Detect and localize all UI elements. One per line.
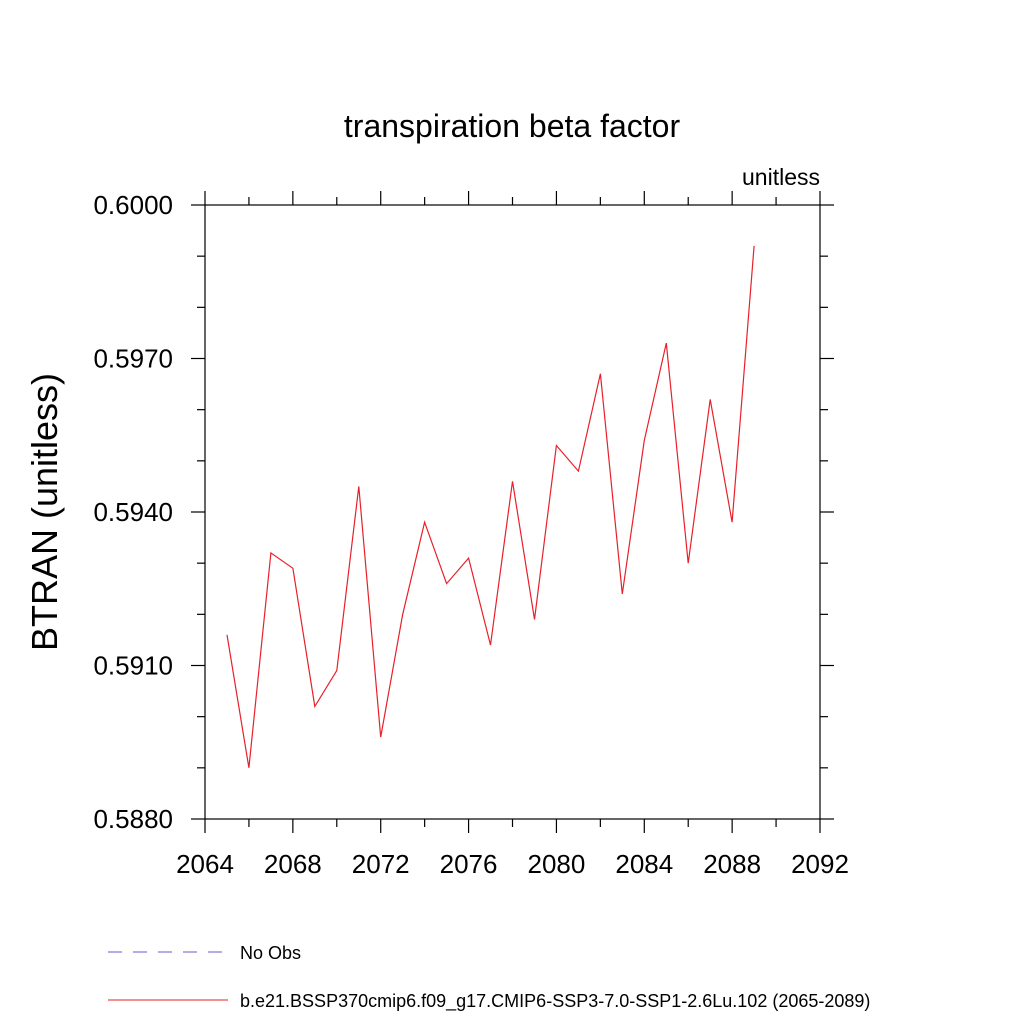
x-tick-label: 2092 (791, 849, 849, 879)
legend-label: b.e21.BSSP370cmip6.f09_g17.CMIP6-SSP3-7.… (240, 991, 870, 1012)
x-tick-label: 2068 (264, 849, 322, 879)
x-tick-label: 2084 (615, 849, 673, 879)
units-label: unitless (742, 164, 820, 190)
plot-frame (204, 204, 821, 820)
x-tick-label: 2072 (352, 849, 410, 879)
legend-label: No Obs (240, 943, 301, 963)
y-tick-label: 0.5940 (93, 497, 173, 527)
tick-labels: 2064 2068 2072 2076 2080 2084 2088 2092 0.5880 0.… (93, 190, 848, 879)
x-tick-label: 2064 (176, 849, 234, 879)
x-tick-label: 2088 (703, 849, 761, 879)
chart-title: transpiration beta factor (344, 108, 681, 144)
axis-ticks (191, 191, 834, 833)
x-tick-label: 2076 (440, 849, 498, 879)
y-tick-label: 0.5970 (93, 344, 173, 374)
series-group (226, 245, 755, 768)
y-tick-label: 0.6000 (93, 190, 173, 220)
y-axis-label: BTRAN (unitless) (24, 373, 65, 651)
x-tick-label: 2080 (528, 849, 586, 879)
legend: No Obs b.e21.BSSP370cmip6.f09_g17.CMIP6-S… (108, 943, 870, 1012)
series-line (226, 245, 755, 768)
y-tick-label: 0.5880 (93, 804, 173, 834)
y-tick-label: 0.5910 (93, 651, 173, 681)
